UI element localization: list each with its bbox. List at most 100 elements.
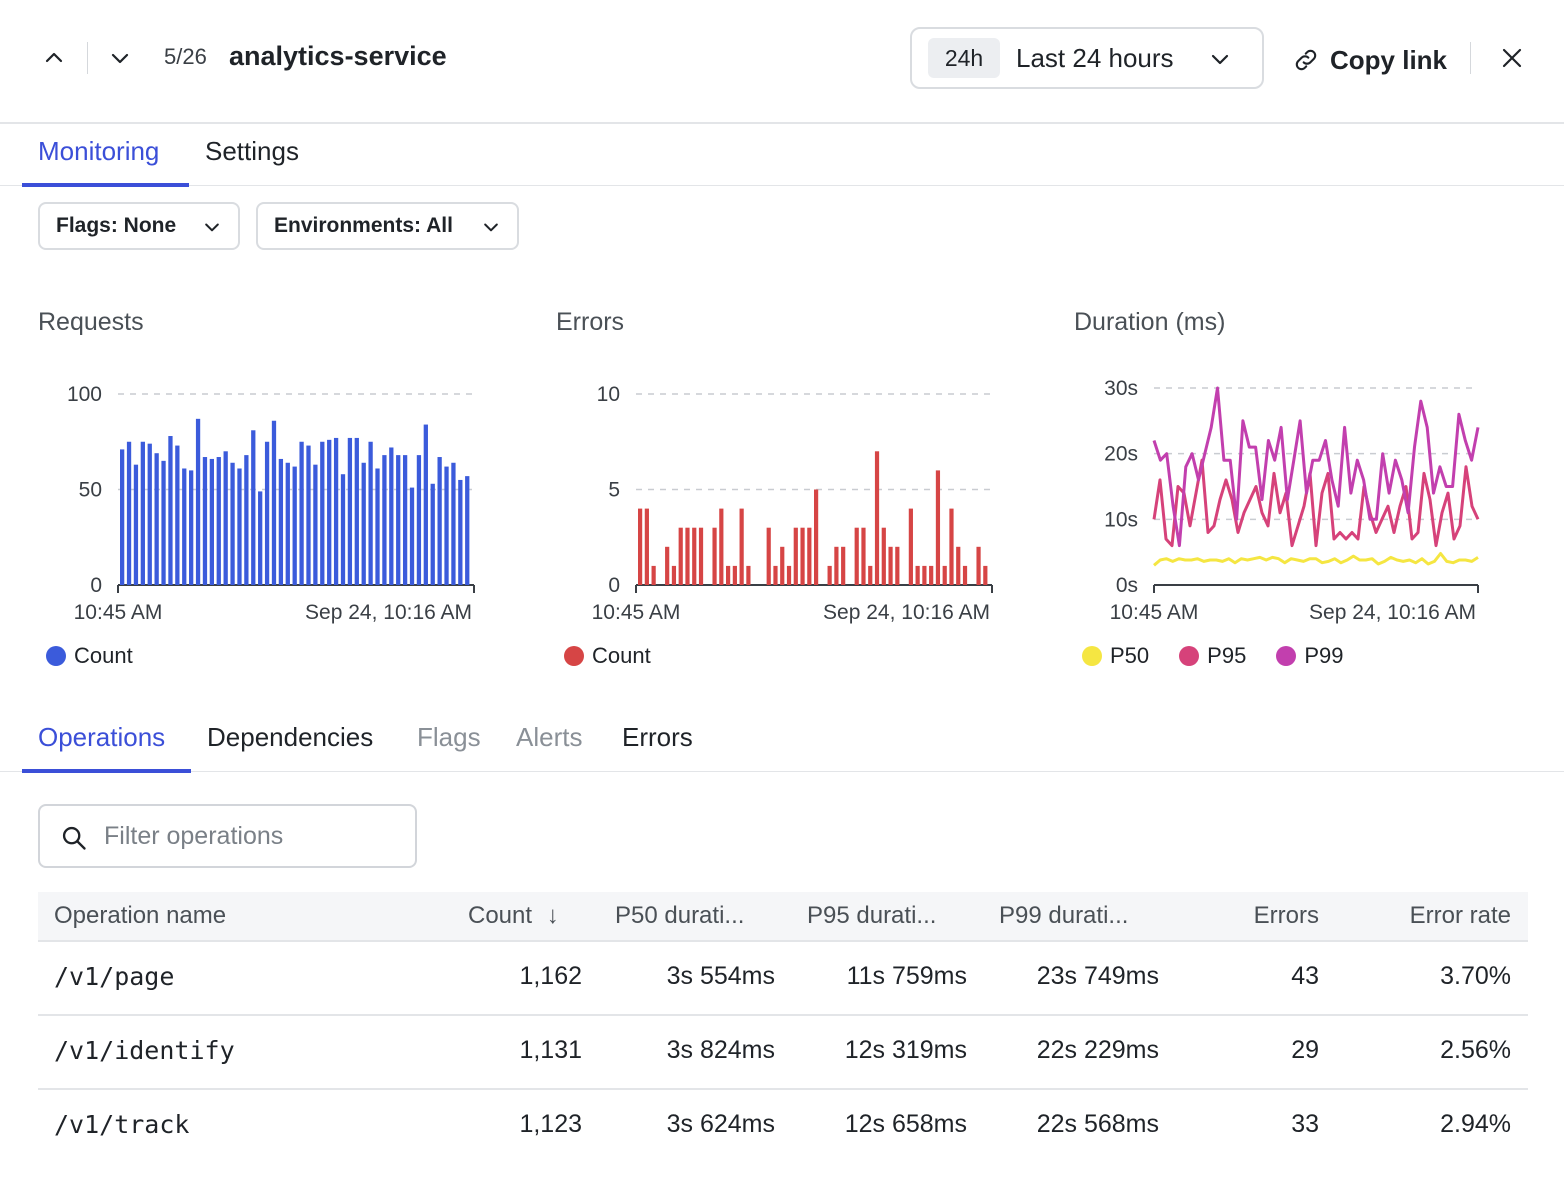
active-tab-indicator <box>22 769 191 773</box>
bar <box>854 527 859 585</box>
close-button[interactable] <box>1492 38 1532 78</box>
bar <box>976 546 981 585</box>
tab-settings[interactable]: Settings <box>205 136 299 166</box>
bar <box>327 439 332 585</box>
bar <box>962 565 968 585</box>
column-header-operation-name[interactable]: Operation name <box>54 902 227 929</box>
column-header-error-rate[interactable]: Error rate <box>1409 902 1511 929</box>
bar <box>251 430 256 585</box>
chevron-down-icon <box>111 53 129 64</box>
previous-item-button[interactable] <box>34 38 74 78</box>
bar <box>216 457 221 585</box>
copy-link-button[interactable]: Copy link <box>1292 40 1447 80</box>
time-range-select[interactable]: 24h Last 24 hours <box>910 27 1264 89</box>
bar <box>278 458 284 585</box>
y-tick-label: 10 <box>597 383 620 406</box>
bar <box>929 565 934 585</box>
time-range-badge: 24h <box>928 38 1000 78</box>
column-header-errors[interactable]: Errors <box>1253 902 1319 929</box>
bar <box>320 441 325 585</box>
bar <box>133 464 139 585</box>
bar <box>313 464 318 585</box>
item-counter: 5/26 <box>164 44 207 69</box>
bar <box>264 441 270 585</box>
table-row[interactable]: /v1/page 1,162 3s 554ms 11s 759ms 23s 74… <box>38 942 1528 1016</box>
table-row[interactable]: /v1/track 1,123 3s 624ms 12s 658ms 22s 5… <box>38 1090 1528 1164</box>
bar <box>292 466 297 585</box>
operation-name-cell: /v1/page <box>54 962 175 991</box>
tab-flags[interactable]: Flags <box>417 722 481 752</box>
bar <box>333 437 339 585</box>
bar <box>908 508 913 585</box>
legend-item-p95[interactable]: P95 <box>1179 643 1246 669</box>
header: 5/26 analytics-service 24h Last 24 hours… <box>0 0 1564 124</box>
column-header-p95-duration[interactable]: P95 durati... <box>807 902 937 929</box>
table-row[interactable]: /v1/identify 1,131 3s 824ms 12s 319ms 22… <box>38 1016 1528 1090</box>
tab-operations[interactable]: Operations <box>38 722 166 752</box>
errors-cell: 29 <box>1291 1036 1319 1064</box>
tab-monitoring[interactable]: Monitoring <box>38 136 160 166</box>
tab-dependencies[interactable]: Dependencies <box>207 722 374 752</box>
legend-item[interactable]: Count <box>46 643 133 669</box>
tab-alerts[interactable]: Alerts <box>516 722 583 752</box>
next-item-button[interactable] <box>100 38 140 78</box>
bar <box>368 441 373 585</box>
p50-cell: 3s 624ms <box>666 1110 775 1138</box>
bar <box>126 441 132 585</box>
bar <box>868 565 873 585</box>
operation-name-cell: /v1/identify <box>54 1036 235 1065</box>
legend-dot <box>1276 646 1297 666</box>
bar <box>168 436 173 585</box>
active-tab-indicator <box>22 183 189 187</box>
bar <box>935 470 941 585</box>
bar <box>195 418 201 585</box>
legend-label: Count <box>74 643 133 668</box>
bar <box>766 527 771 585</box>
y-tick-label: 0 <box>608 574 620 597</box>
chevron-down-icon <box>484 223 498 232</box>
bar <box>841 546 846 585</box>
legend-label: P95 <box>1207 643 1247 668</box>
count-cell: 1,162 <box>519 962 582 990</box>
x-tick-label: 10:45 AM <box>74 601 163 624</box>
bar <box>983 565 988 585</box>
legend-item[interactable]: Count <box>564 643 651 669</box>
bar <box>712 527 717 585</box>
bar <box>423 424 428 585</box>
column-header-p99-duration[interactable]: P99 durati... <box>999 902 1129 929</box>
requests-legend: Count <box>46 643 163 669</box>
column-header-count[interactable]: Count ↓ <box>468 902 559 930</box>
p95-cell: 12s 319ms <box>844 1036 967 1064</box>
filter-operations-input[interactable] <box>104 816 404 856</box>
column-header-p50-duration[interactable]: P50 durati... <box>615 902 745 929</box>
bar <box>285 462 290 585</box>
chevron-down-icon <box>205 223 219 232</box>
bar <box>202 457 208 585</box>
legend-label: P50 <box>1110 643 1150 668</box>
duration-chart-title: Duration (ms) <box>1074 308 1226 336</box>
bar <box>375 468 380 585</box>
bar <box>698 527 704 585</box>
copy-link-label: Copy link <box>1330 44 1448 75</box>
legend-item-p50[interactable]: P50 <box>1082 643 1149 669</box>
column-header-label: Count <box>468 902 533 929</box>
flags-filter-button[interactable]: Flags: None <box>38 202 240 250</box>
operation-name-cell: /v1/track <box>54 1110 190 1139</box>
error-rate-cell: 2.94% <box>1440 1110 1511 1138</box>
x-tick-label: Sep 24, 10:16 AM <box>823 601 990 624</box>
search-icon <box>62 826 86 850</box>
count-cell: 1,131 <box>519 1036 582 1064</box>
environments-filter-button[interactable]: Environments: All <box>256 202 519 250</box>
bar <box>665 546 670 585</box>
bar <box>746 565 751 585</box>
bar <box>942 565 947 585</box>
bar <box>807 527 812 585</box>
legend-item-p99[interactable]: P99 <box>1276 643 1343 669</box>
p50-cell: 3s 824ms <box>666 1036 775 1064</box>
bar <box>726 565 731 585</box>
y-tick-label: 100 <box>67 383 102 406</box>
bar <box>258 491 263 585</box>
bar <box>800 527 805 585</box>
tab-errors[interactable]: Errors <box>622 722 693 752</box>
environments-filter-label: Environments: All <box>274 214 453 237</box>
